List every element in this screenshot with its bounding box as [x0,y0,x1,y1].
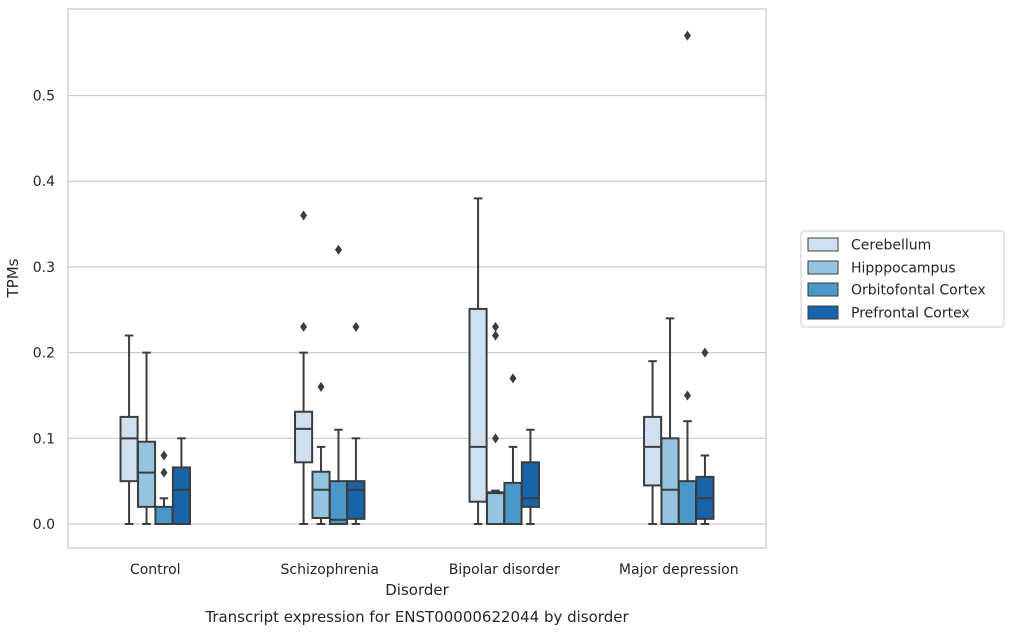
y-tick-label: 0.5 [33,89,55,105]
legend-label-orbitofrontal: Orbitofontal Cortex [851,283,986,299]
legend-label-prefrontal: Prefrontal Cortex [851,306,970,322]
box-1-0 [136,351,157,526]
chart-title: Transcript expression for ENST0000062204… [204,608,629,626]
outlier-point [683,30,691,41]
y-tick-label: 0.2 [33,346,55,362]
box-3-2 [520,428,540,526]
box-1-3 [660,317,680,526]
outlier-point [509,373,517,384]
outlier-point [300,210,308,221]
box-3-3 [695,347,715,526]
box-body [328,480,349,526]
box-body [468,307,488,503]
box-body [503,481,523,526]
outlier-point [492,330,500,341]
outlier-point [334,244,342,255]
outlier-point [160,467,168,478]
legend: Cerebellum Hipppocampus Orbitofontal Cor… [800,230,1005,328]
box-1-1 [311,381,331,526]
y-axis-label: TPMs [4,258,22,298]
box-body [119,415,139,483]
box-body [643,415,663,487]
outlier-point [492,321,500,332]
legend-frame [800,230,1005,328]
outlier-point [160,450,168,461]
box-body [485,491,506,526]
box-body [346,480,366,520]
box-body [311,470,331,520]
x-tick-label: Major depression [619,562,739,578]
outlier-point [300,321,308,332]
box-body [660,437,680,526]
x-tick-label: Bipolar disorder [449,562,560,578]
x-tick-label: Schizophrenia [281,562,379,578]
legend-swatch-orbitofrontal [807,282,839,297]
legend-label-cerebellum: Cerebellum [851,238,931,254]
box-body [520,461,540,508]
y-axis-ticks: 0.0 0.1 0.2 0.3 0.4 0.5 [33,89,55,533]
x-axis-label: Disorder [385,581,449,599]
outlier-point [701,347,709,358]
box-3-0 [171,437,191,526]
plot-frame [67,8,767,549]
y-tick-label: 0.1 [33,431,55,447]
outlier-point [492,433,500,444]
box-body [136,440,157,508]
box-plots [119,30,715,526]
legend-swatch-hippocampus [807,260,839,275]
box-1-2 [485,321,506,526]
box-3-1 [346,321,366,526]
y-tick-label: 0.4 [33,174,55,190]
legend-swatch-cerebellum [807,237,839,252]
box-body [677,480,698,526]
box-body [294,410,314,464]
y-tick-label: 0.0 [33,517,55,533]
x-axis-ticks: Control Schizophrenia Bipolar disorder Majo… [130,562,739,578]
box-0-2 [468,197,488,526]
box-0-1 [294,210,314,526]
y-tick-label: 0.3 [33,260,55,276]
box-body [171,466,191,526]
legend-label-hippocampus: Hipppocampus [851,261,956,277]
outlier-point [683,390,691,401]
box-body [154,505,174,526]
outlier-point [317,381,325,392]
box-2-3 [677,30,698,526]
x-tick-label: Control [130,562,181,578]
legend-swatch-prefrontal [807,305,839,320]
box-0-0 [119,334,139,526]
outlier-point [352,321,360,332]
